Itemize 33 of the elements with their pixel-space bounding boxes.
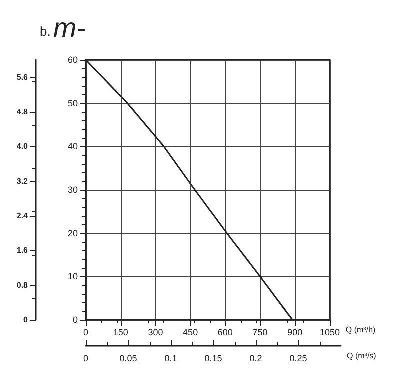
y2-tick-label: 4.0 (16, 142, 29, 152)
x-tick-label: 900 (288, 328, 303, 338)
x2-tick-label: 0.15 (204, 354, 222, 364)
y2-tick-label: 0 (24, 316, 29, 324)
x-tick-label: 600 (218, 328, 233, 338)
x-tick-label: 1050 (320, 328, 340, 338)
x2-tick-label: 0.05 (120, 354, 138, 364)
y-axis-title: m- (53, 12, 86, 44)
x-tick-label: 0 (83, 328, 89, 338)
y-tick-label: 40 (68, 142, 78, 152)
x-tick-label: 450 (183, 328, 198, 338)
y2-axis-title: b. (40, 24, 51, 39)
y2-tick-label: 5.6 (16, 72, 29, 82)
y-tick-label: 60 (68, 55, 78, 65)
y2-tick-label: 3.2 (16, 176, 29, 186)
y2-tick-label: 0.8 (16, 280, 29, 290)
x2-tick-label: 0.1 (164, 354, 178, 364)
x-tick-label: 300 (148, 328, 164, 338)
x-axis-title: Q (m³/h) (346, 326, 376, 334)
y-tick-label: 50 (68, 98, 78, 108)
x2-tick-label: 0.25 (290, 354, 308, 364)
x-tick-label: 750 (252, 328, 268, 338)
x-tick-label: 150 (113, 328, 128, 338)
y2-tick-label: 1.6 (16, 246, 29, 256)
y-tick-label: 30 (68, 185, 78, 195)
y-tick-label: 0 (72, 315, 78, 325)
x2-axis-title: Q (m³/s) (347, 352, 377, 360)
y-tick-label: 10 (68, 272, 78, 282)
x2-tick-label: 0.2 (250, 354, 262, 364)
y-tick-label: 20 (68, 228, 78, 238)
y2-tick-label: 2.4 (16, 212, 29, 220)
x2-tick-label: 0 (83, 354, 89, 364)
y2-tick-label: 4.8 (16, 108, 29, 116)
